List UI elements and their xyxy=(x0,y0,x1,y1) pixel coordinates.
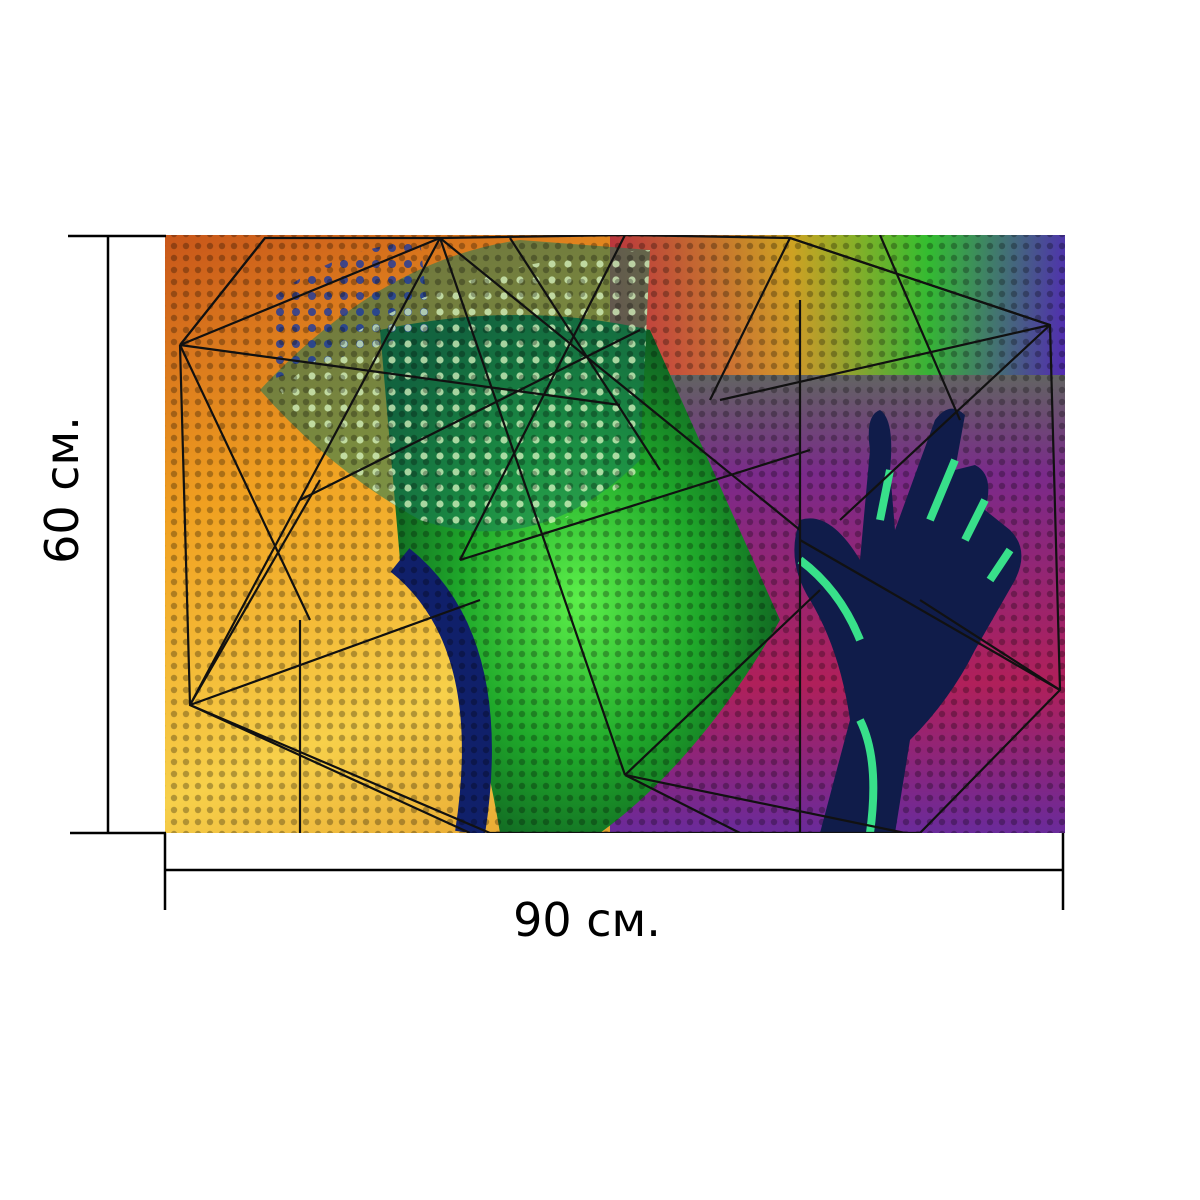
artwork xyxy=(165,235,1065,833)
geometric-lines xyxy=(178,235,1062,833)
width-label: 90 см. xyxy=(513,893,661,947)
dimension-lines xyxy=(68,234,1065,910)
height-label: 60 см. xyxy=(35,416,89,564)
